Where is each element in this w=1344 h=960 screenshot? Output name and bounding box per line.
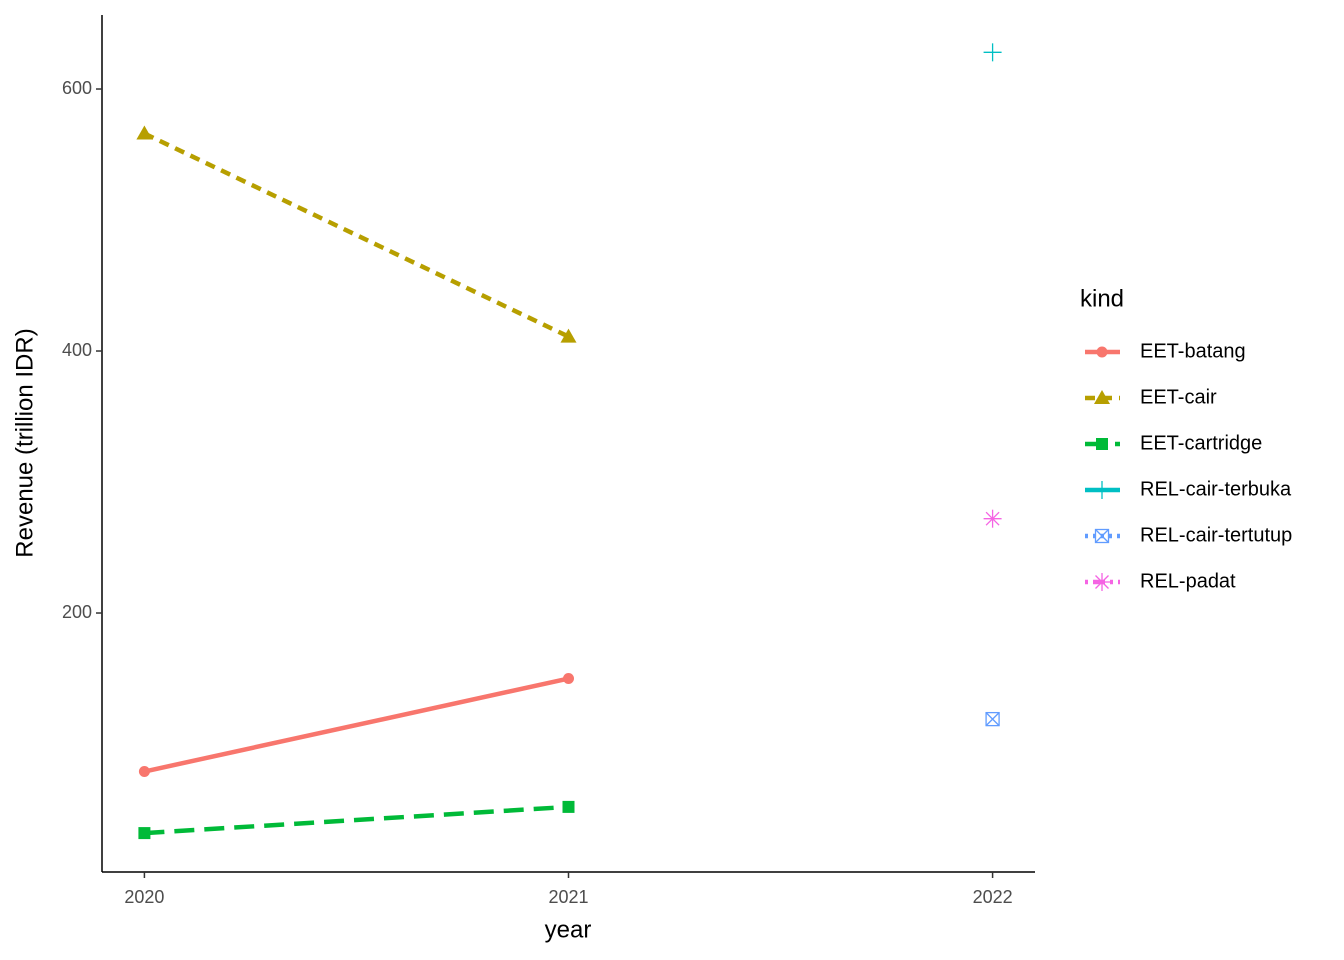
legend-label: EET-cair [1140, 386, 1217, 408]
marker-shape [562, 800, 575, 813]
marker-stroke [985, 712, 1000, 727]
marker-shape [560, 328, 577, 343]
data-point [985, 711, 1000, 727]
series-line [144, 804, 569, 836]
data-point [983, 43, 1002, 62]
x-tick-label: 2020 [124, 887, 164, 907]
data-point [562, 800, 575, 813]
x-tick-label: 2021 [548, 887, 588, 907]
marker-shape [138, 827, 151, 840]
marker-shape [136, 125, 153, 140]
marker-stroke [1095, 529, 1109, 543]
series-line [143, 676, 569, 774]
marker-shape [563, 673, 574, 685]
y-tick-label: 600 [62, 78, 92, 98]
legend-title: kind [1080, 285, 1124, 312]
data-point [138, 766, 150, 778]
marker-shape [1094, 390, 1110, 404]
x-tick-label: 2022 [973, 887, 1013, 907]
legend-label: REL-cair-tertutup [1140, 524, 1292, 546]
data-point [136, 125, 153, 140]
legend-label: REL-cair-terbuka [1140, 478, 1292, 500]
legend-key-marker [1093, 481, 1111, 499]
legend-label: REL-padat [1140, 570, 1236, 592]
marker-shape [1096, 346, 1108, 358]
data-point [560, 328, 577, 343]
legend-key-marker [1096, 346, 1108, 358]
legend-key-marker [1093, 573, 1111, 591]
y-axis-title: Revenue (trillion IDR) [11, 328, 38, 557]
series-line [143, 131, 570, 339]
marker-shape [985, 711, 1000, 727]
marker-shape [138, 766, 150, 778]
marker-stroke [1095, 575, 1109, 589]
legend-label: EET-batang [1140, 340, 1246, 362]
data-point [138, 827, 151, 840]
x-axis-title: year [545, 916, 592, 943]
marker-shape [1094, 528, 1110, 544]
y-tick-label: 400 [62, 340, 92, 360]
marker-stroke [985, 511, 1000, 526]
data-point [983, 509, 1002, 528]
legend-key-marker [1094, 390, 1110, 404]
legend-label: EET-cartridge [1140, 432, 1262, 454]
legend-key-marker [1096, 438, 1108, 450]
marker-shape [1096, 438, 1108, 450]
y-tick-label: 200 [62, 602, 92, 622]
data-point [563, 673, 574, 685]
legend-key-marker [1094, 528, 1110, 544]
